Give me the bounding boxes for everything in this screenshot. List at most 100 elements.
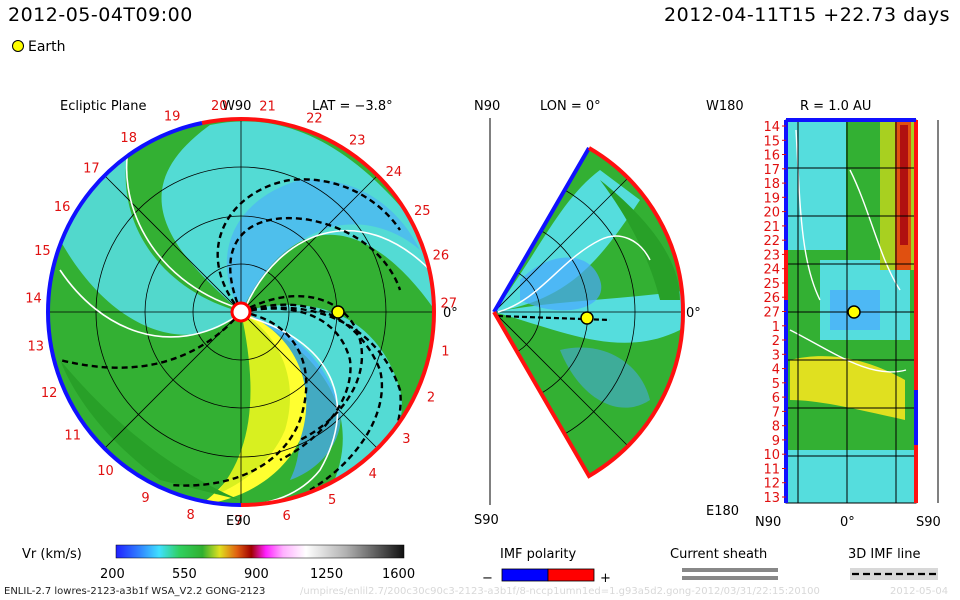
imf-line-legend: 3D IMF line	[848, 547, 938, 580]
ecliptic-rotation-label: 15	[34, 244, 51, 259]
ecliptic-rotation-label: 1	[441, 345, 449, 360]
ecliptic-rotation-label: 10	[97, 464, 114, 479]
radial-y-label: 27	[763, 306, 780, 321]
vr-tick-1600: 1600	[382, 567, 415, 582]
ecliptic-top-label: W90	[222, 99, 251, 114]
ecliptic-rotation-label: 12	[41, 386, 58, 401]
radial-y-label: 24	[763, 263, 780, 278]
model-info: ENLIL-2.7 lowres-2123-a3b1f WSA_V2.2 GON…	[4, 586, 266, 597]
radial-y-label: 16	[763, 149, 780, 164]
radial-top-left: W180	[706, 99, 744, 114]
earth-legend-label: Earth	[28, 39, 66, 55]
radial-y-label: 19	[763, 191, 780, 206]
ecliptic-rotation-label: 23	[349, 134, 366, 149]
ecliptic-rotation-label: 16	[54, 200, 71, 215]
ecliptic-rotation-label: 9	[141, 491, 149, 506]
ecliptic-lat-label: LAT = −3.8°	[312, 99, 393, 114]
sheath-title: Current sheath	[670, 547, 767, 562]
ecliptic-rotation-label: 25	[414, 204, 431, 219]
vr-title: Vr (km/s)	[22, 547, 82, 562]
vr-tick-1250: 1250	[310, 567, 343, 582]
ecliptic-rotation-label: 20	[211, 99, 228, 114]
vr-tick-200: 200	[100, 567, 125, 582]
radial-r-label: R = 1.0 AU	[800, 99, 871, 114]
earth-legend: Earth	[12, 39, 66, 55]
ecliptic-right-label: 0°	[443, 306, 458, 321]
radial-y-label: 21	[763, 220, 780, 235]
radial-y-label: 6	[772, 391, 780, 406]
ecliptic-rotation-label: 2	[427, 391, 435, 406]
current-sheath-legend: Current sheath	[670, 547, 778, 580]
radial-y-label: 26	[763, 291, 780, 306]
radial-earth-marker	[847, 305, 861, 319]
ecliptic-rotation-label: 18	[120, 131, 137, 146]
radial-y-label: 25	[763, 277, 780, 292]
radial-bottom-left: E180	[706, 504, 739, 519]
ecliptic-rotation-label: 14	[25, 292, 42, 307]
radial-y-label: 11	[763, 463, 780, 478]
radial-y-label: 22	[763, 234, 780, 249]
meridional-top-left: N90	[474, 99, 500, 114]
sheath-swatch-2	[682, 576, 778, 580]
ecliptic-rotation-label: 11	[64, 428, 81, 443]
ecliptic-bottom-label: E90	[226, 514, 251, 529]
ecliptic-panel: Ecliptic Plane W90 LAT = −3.8°	[25, 99, 458, 529]
imf-positive-swatch	[547, 568, 595, 582]
radial-y-label: 10	[763, 448, 780, 463]
imf-plus: +	[600, 571, 611, 586]
valid-time: 2012-05-04T09:00	[8, 4, 193, 26]
ecliptic-rotation-label: 27	[441, 296, 458, 311]
vr-colorbar: Vr (km/s) 200 550 900 1250 1600	[22, 544, 415, 582]
meridional-earth-marker	[580, 311, 594, 325]
radial-panel: W180 R = 1.0 AU	[706, 99, 941, 530]
radial-y-labels: 1415161718192021222324252627123456789101…	[763, 120, 786, 506]
ecliptic-title: Ecliptic Plane	[60, 99, 146, 114]
radial-y-label: 20	[763, 206, 780, 221]
ecliptic-earth-marker	[331, 305, 345, 319]
faint-date: 2012-05-04	[890, 586, 949, 597]
imf-negative-swatch	[501, 568, 549, 582]
ecliptic-rotation-labels: 20 21222324252627123456789101112131415161…	[25, 99, 457, 529]
ecliptic-rotation-label: 26	[433, 249, 450, 264]
radial-y-label: 3	[772, 348, 780, 363]
imf-line-title: 3D IMF line	[848, 547, 921, 562]
radial-y-label: 18	[763, 177, 780, 192]
radial-y-label: 13	[763, 491, 780, 506]
ecliptic-rotation-label: 3	[402, 432, 410, 447]
radial-y-label: 17	[763, 163, 780, 178]
radial-x-label-n90: N90	[755, 515, 781, 530]
ecliptic-rotation-label: 6	[282, 509, 290, 524]
ecliptic-rotation-label: 17	[83, 162, 100, 177]
imf-minus: −	[482, 571, 493, 586]
run-info: 2012-04-11T15 +22.73 days	[664, 4, 950, 26]
vr-tick-900: 900	[244, 567, 269, 582]
faint-path: /umpires/enlil2.7/200c30c90c3-2123-a3b1f…	[300, 586, 820, 597]
ecliptic-rotation-label: 4	[369, 467, 377, 482]
radial-y-label: 5	[772, 377, 780, 392]
ecliptic-rotation-label: 8	[187, 508, 195, 523]
imf-title: IMF polarity	[500, 547, 576, 562]
radial-y-label: 15	[763, 134, 780, 149]
radial-y-label: 14	[763, 120, 780, 135]
radial-y-label: 9	[772, 434, 780, 449]
imf-polarity-legend: IMF polarity − +	[482, 547, 611, 586]
radial-y-label: 8	[772, 420, 780, 435]
imf-line-bg	[850, 568, 938, 580]
radial-y-label: 4	[772, 363, 780, 378]
ecliptic-rotation-label: 5	[328, 493, 336, 508]
radial-y-label: 1	[772, 320, 780, 335]
sheath-swatch-1	[682, 568, 778, 572]
meridional-bottom-label: S90	[474, 513, 499, 528]
ecliptic-rotation-label: 13	[28, 340, 45, 355]
vr-tick-550: 550	[172, 567, 197, 582]
sun-marker	[230, 301, 252, 323]
ecliptic-rotation-label: 7	[234, 514, 242, 529]
radial-y-label: 12	[763, 477, 780, 492]
ecliptic-rotation-label: 19	[164, 110, 181, 125]
earth-icon	[12, 40, 24, 52]
ecliptic-rotation-label: 24	[386, 165, 403, 180]
radial-y-label: 23	[763, 248, 780, 263]
meridional-right-label: 0°	[686, 306, 701, 321]
radial-x-label-0: 0°	[840, 515, 855, 530]
